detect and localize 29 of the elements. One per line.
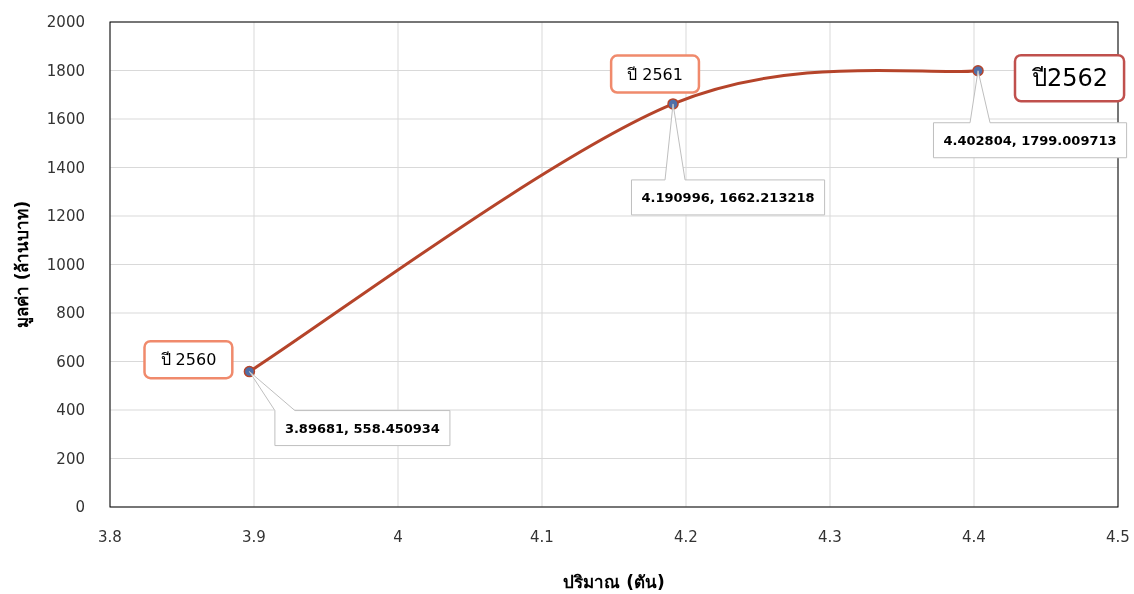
x-tick-label: 4 (393, 528, 403, 546)
annotation: ปี 2561 (627, 64, 683, 84)
annotation: 4.190996, 1662.213218 (641, 189, 815, 205)
x-tick-label: 4.3 (818, 528, 842, 546)
y-tick-label: 1800 (46, 61, 85, 80)
y-tick-label: 1000 (46, 255, 85, 274)
y-tick-label: 2000 (46, 13, 85, 31)
y-tick-label: 800 (56, 304, 85, 322)
x-tick-label: 4.1 (530, 528, 554, 546)
x-axis-title: ปริมาณ (ตัน) (563, 572, 665, 592)
callout-label: 3.89681, 558.450934 (248, 371, 451, 447)
annotation: ปี 2560 (160, 350, 217, 370)
y-axis-title: มูลค่า (ล้านบาท) (12, 200, 34, 329)
y-tick-label: 1400 (46, 158, 85, 177)
x-tick-label: 3.8 (98, 528, 122, 546)
y-tick-label: 1200 (46, 207, 85, 225)
y-tick-label: 0 (75, 498, 85, 516)
x-tick-label: 3.9 (242, 528, 266, 546)
y-tick-label: 600 (56, 352, 85, 371)
y-tick-label: 400 (56, 401, 85, 419)
annotation: 4.402804, 1799.009713 (943, 132, 1117, 148)
y-tick-label: 1600 (46, 110, 85, 128)
x-tick-label: 4.5 (1106, 528, 1130, 546)
callout-label: 4.190996, 1662.213218 (630, 103, 826, 216)
annotation: 3.89681, 558.450934 (284, 420, 440, 436)
annotation: ปี2562 (1031, 64, 1109, 93)
x-tick-label: 4.4 (962, 528, 986, 546)
x-tick-label: 4.2 (674, 528, 698, 546)
y-tick-label: 200 (56, 449, 85, 468)
